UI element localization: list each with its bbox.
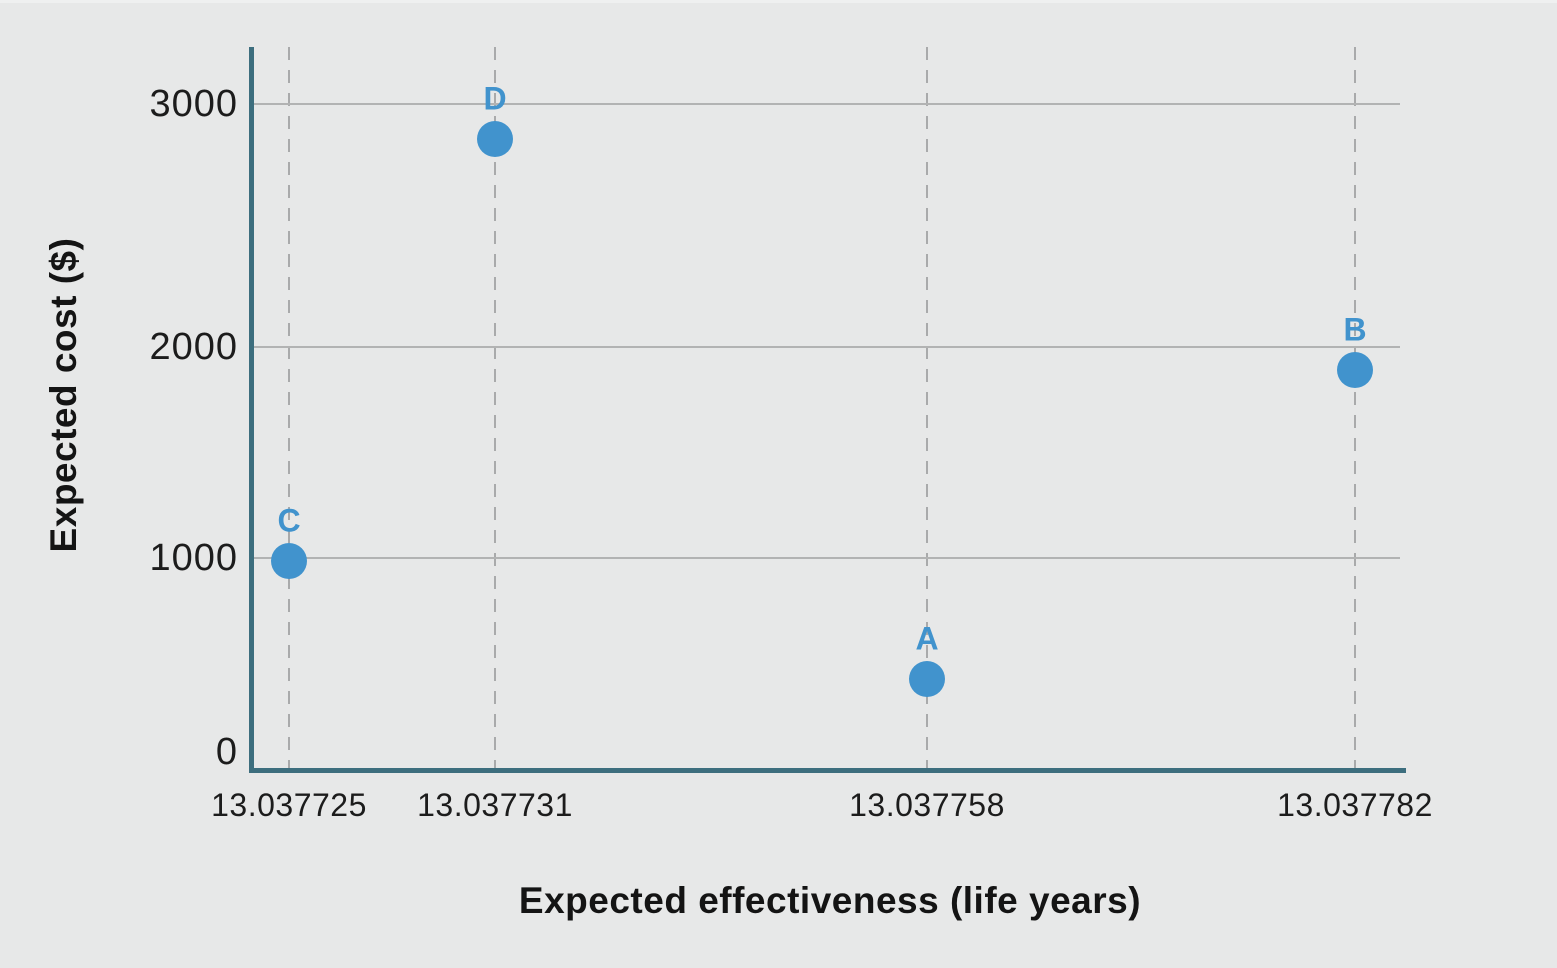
data-point-C (271, 542, 307, 579)
x-tick-label: 13.037731 (417, 787, 573, 823)
y-tick-label: 2000 (149, 326, 238, 368)
y-tick-label: 3000 (149, 83, 238, 125)
grid-line-horizontal (254, 103, 1400, 105)
grid-line-vertical (288, 47, 290, 768)
y-tick-label: 1000 (149, 537, 238, 579)
y-axis-title: Expected cost ($) (43, 237, 84, 553)
grid-line-vertical (494, 47, 496, 768)
point-label-B: B (1343, 311, 1367, 348)
grid-line-horizontal (254, 557, 1400, 559)
data-point-B (1337, 352, 1373, 389)
x-axis-title: Expected effectiveness (life years) (518, 880, 1142, 921)
y-tick-label: 0 (215, 731, 238, 773)
data-point-D (477, 121, 513, 158)
x-axis-line (249, 768, 1406, 773)
y-axis-line (249, 47, 254, 773)
x-tick-label: 13.037725 (211, 787, 367, 823)
x-tick-label: 13.037758 (849, 787, 1005, 823)
point-label-A: A (915, 620, 939, 657)
point-label-C: C (277, 502, 301, 539)
point-label-D: D (483, 80, 507, 117)
grid-line-horizontal (254, 346, 1400, 348)
data-point-A (909, 661, 945, 698)
grid-line-vertical (1354, 47, 1356, 768)
x-tick-label: 13.037782 (1277, 787, 1433, 823)
grid-line-vertical (926, 47, 928, 768)
